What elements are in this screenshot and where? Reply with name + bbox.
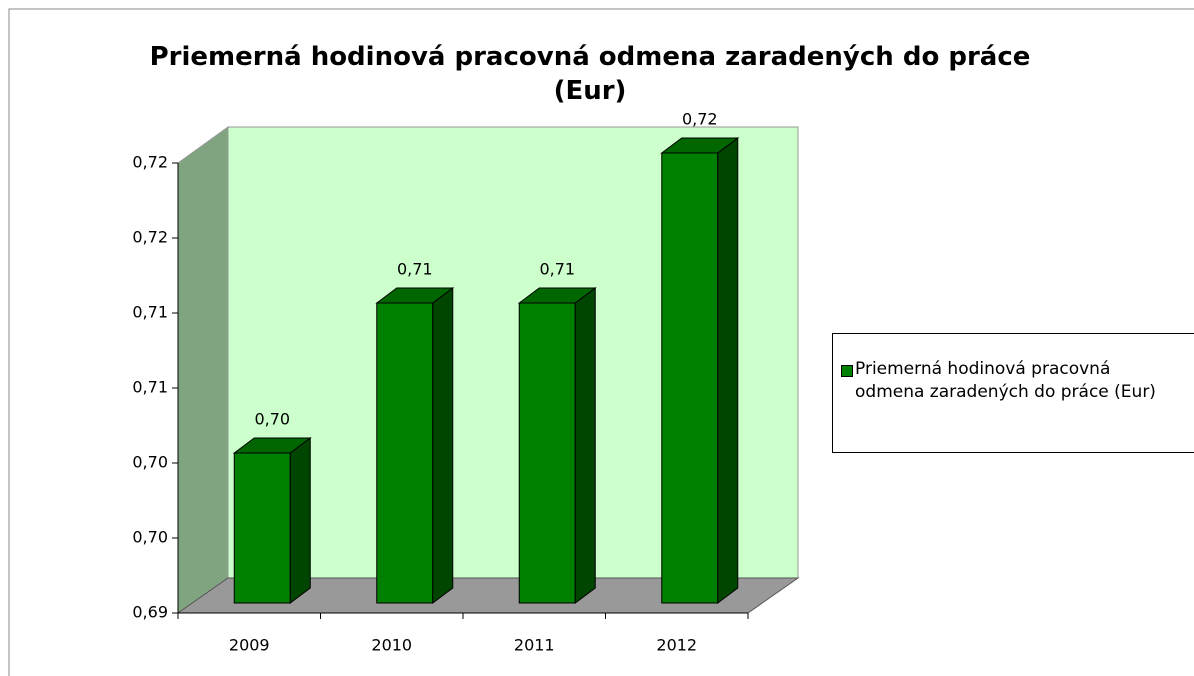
x-tick-label: 2010 (371, 636, 412, 655)
bar-front (518, 302, 576, 604)
bar-top (232, 437, 312, 454)
data-label: 0,70 (254, 410, 290, 429)
bar-side (432, 287, 454, 604)
bar-front (661, 152, 719, 604)
chart-border (8, 8, 1194, 676)
legend: Priemerná hodinová pracovná odmena zarad… (832, 333, 1194, 453)
bar-side (717, 137, 739, 604)
side-wall (177, 126, 229, 614)
bar-top (660, 137, 740, 154)
chart-title: Priemerná hodinová pracovná odmena zarad… (149, 42, 1031, 106)
data-label: 0,72 (682, 110, 718, 129)
x-tick-label: 2012 (656, 636, 697, 655)
y-tick-label: 0,72 (132, 228, 168, 247)
bar-front (376, 302, 434, 604)
x-tick-label: 2009 (229, 636, 270, 655)
bar-front (233, 452, 291, 604)
y-tick-label: 0,72 (132, 153, 168, 172)
bar-side (574, 287, 596, 604)
bar-top (517, 287, 597, 304)
legend-swatch (841, 365, 853, 377)
legend-label: Priemerná hodinová pracovná odmena zarad… (855, 359, 1156, 402)
y-tick-label: 0,71 (132, 303, 168, 322)
y-tick-label: 0,69 (132, 603, 168, 622)
data-label: 0,71 (397, 260, 433, 279)
y-tick-label: 0,70 (132, 453, 168, 472)
y-tick-label: 0,71 (132, 378, 168, 397)
data-label: 0,71 (539, 260, 575, 279)
bar-top (375, 287, 455, 304)
y-tick-label: 0,70 (132, 528, 168, 547)
bar-side (289, 437, 311, 604)
x-tick-label: 2011 (514, 636, 555, 655)
